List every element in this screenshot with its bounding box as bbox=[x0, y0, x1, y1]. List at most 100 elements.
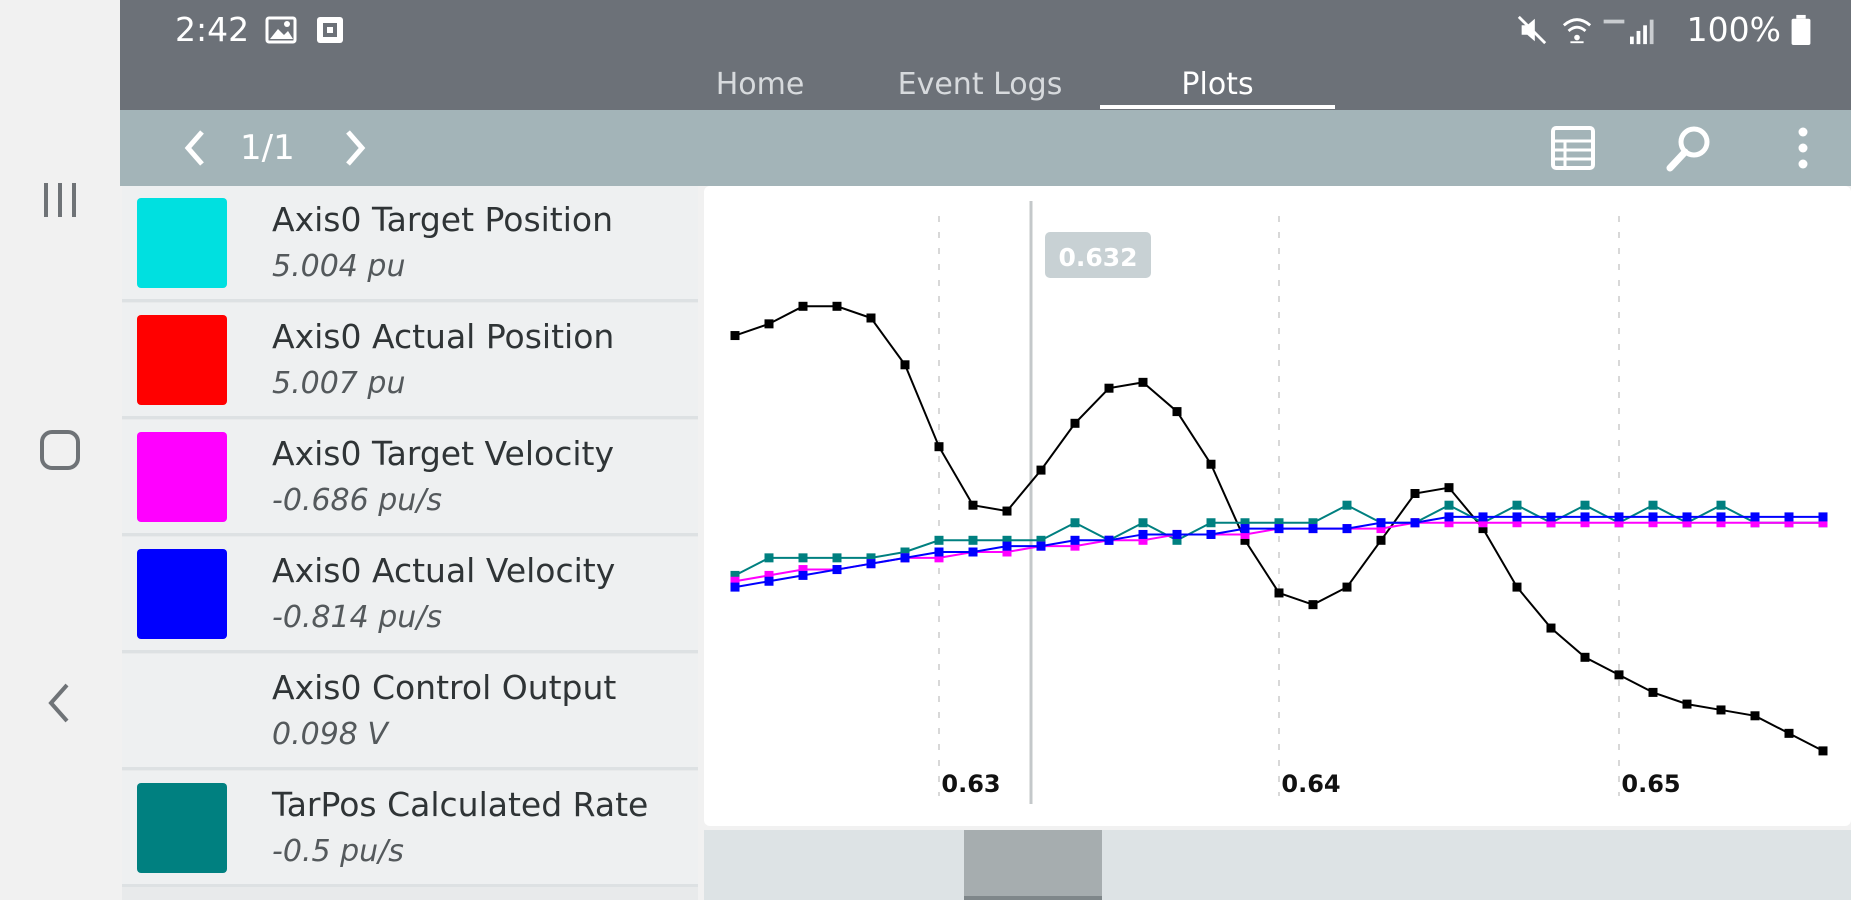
data-point bbox=[934, 547, 944, 557]
legend-color-swatch bbox=[137, 666, 227, 756]
data-point bbox=[1818, 746, 1828, 756]
plot-scrollbar-thumb[interactable] bbox=[964, 830, 1102, 900]
cursor-label-background bbox=[1045, 232, 1151, 278]
data-point bbox=[1580, 512, 1590, 522]
data-point bbox=[1274, 524, 1284, 534]
data-point bbox=[1750, 512, 1760, 522]
chevron-left-icon bbox=[184, 130, 204, 166]
legend-item-tarpos-calculated-rate[interactable]: TarPos Calculated Rate -0.5 pu/s bbox=[122, 771, 698, 887]
recent-apps-icon bbox=[44, 183, 76, 217]
data-point bbox=[764, 576, 774, 586]
plot-area[interactable]: 0.632 0.63 0.64 0.65 bbox=[704, 186, 1851, 826]
home-button[interactable] bbox=[25, 415, 95, 485]
legend-item-axis0-actual-position[interactable]: Axis0 Actual Position 5.007 pu bbox=[122, 303, 698, 419]
data-point bbox=[1138, 518, 1148, 528]
legend-color-swatch bbox=[137, 198, 227, 288]
gallery-notification-icon bbox=[265, 16, 297, 44]
legend-item-name: TarPos Calculated Rate bbox=[272, 785, 649, 824]
data-point bbox=[1308, 600, 1318, 610]
data-point bbox=[1206, 529, 1216, 539]
legend-item-axis0-target-position[interactable]: Axis0 Target Position 5.004 pu bbox=[122, 186, 698, 302]
previous-page-button[interactable] bbox=[170, 123, 220, 173]
back-button[interactable] bbox=[25, 668, 95, 738]
cursor-label: 0.632 bbox=[1045, 232, 1151, 278]
data-point bbox=[1070, 518, 1080, 528]
data-point bbox=[1274, 518, 1284, 528]
legend-color-swatch bbox=[137, 432, 227, 522]
data-point bbox=[1784, 728, 1794, 738]
data-point bbox=[1376, 518, 1386, 528]
data-point bbox=[798, 565, 808, 575]
more-options-button[interactable] bbox=[1783, 120, 1823, 176]
data-point bbox=[1342, 524, 1352, 534]
legend-item-value: -0.814 pu/s bbox=[272, 600, 443, 635]
page-indicator: 1/1 bbox=[240, 128, 295, 168]
data-point bbox=[764, 553, 774, 563]
data-point bbox=[1512, 512, 1522, 522]
data-point bbox=[1138, 529, 1148, 539]
data-point bbox=[934, 442, 944, 452]
data-point bbox=[764, 319, 774, 329]
data-point bbox=[1614, 518, 1624, 528]
recent-apps-button[interactable] bbox=[25, 165, 95, 235]
battery-percent: 100% bbox=[1686, 10, 1781, 49]
data-point bbox=[1784, 518, 1794, 528]
data-point bbox=[1376, 535, 1386, 545]
data-point bbox=[1342, 582, 1352, 592]
data-point bbox=[798, 553, 808, 563]
data-point bbox=[1716, 518, 1726, 528]
legend-item-value: 5.004 pu bbox=[272, 249, 406, 284]
data-point bbox=[1240, 524, 1250, 534]
status-bar: 2:42 100% bbox=[120, 0, 1851, 60]
legend-item-value: -0.686 pu/s bbox=[272, 483, 443, 518]
data-point bbox=[1682, 699, 1692, 709]
data-point bbox=[1546, 518, 1556, 528]
tab-home[interactable]: Home bbox=[715, 67, 805, 102]
data-point bbox=[832, 565, 842, 575]
table-view-button[interactable] bbox=[1545, 120, 1601, 176]
legend-item-axis0-actual-velocity[interactable]: Axis0 Actual Velocity -0.814 pu/s bbox=[122, 537, 698, 653]
data-point bbox=[1750, 711, 1760, 721]
data-point bbox=[1002, 535, 1012, 545]
data-point bbox=[1070, 541, 1080, 551]
data-point bbox=[1138, 377, 1148, 387]
data-point bbox=[1036, 465, 1046, 475]
data-point bbox=[832, 553, 842, 563]
data-point bbox=[968, 547, 978, 557]
wifi-icon bbox=[1562, 18, 1592, 44]
legend-list: Axis0 Target Position 5.004 pu Axis0 Act… bbox=[122, 186, 698, 900]
tab-plots[interactable]: Plots bbox=[1181, 67, 1254, 102]
data-point bbox=[1512, 518, 1522, 528]
data-point bbox=[1444, 518, 1454, 528]
data-point bbox=[1240, 535, 1250, 545]
data-point bbox=[1070, 418, 1080, 428]
legend-item-axis0-control-output[interactable]: Axis0 Control Output 0.098 V bbox=[122, 654, 698, 770]
legend-item-name: Axis0 Control Output bbox=[272, 668, 617, 707]
tab-event-logs[interactable]: Event Logs bbox=[897, 67, 1063, 102]
data-point bbox=[1206, 518, 1216, 528]
data-point bbox=[1478, 518, 1488, 528]
data-point bbox=[968, 500, 978, 510]
legend-item-value: 0.098 V bbox=[272, 717, 388, 752]
zoom-icon bbox=[1666, 126, 1710, 172]
data-point bbox=[1716, 705, 1726, 715]
data-point bbox=[1104, 383, 1114, 393]
data-point bbox=[1410, 518, 1420, 528]
data-point bbox=[1036, 535, 1046, 545]
data-point bbox=[1512, 500, 1522, 510]
x-tick-label: 0.63 bbox=[941, 770, 1000, 798]
zoom-button[interactable] bbox=[1660, 118, 1720, 178]
data-point bbox=[1036, 541, 1046, 551]
data-point bbox=[900, 360, 910, 370]
plot-scrollbar[interactable] bbox=[704, 830, 1851, 900]
plot-toolbar: 1/1 bbox=[120, 110, 1851, 186]
data-point bbox=[1138, 535, 1148, 545]
next-page-button[interactable] bbox=[330, 123, 380, 173]
plot-chart[interactable]: 0.632 0.63 0.64 0.65 bbox=[704, 186, 1851, 826]
data-point bbox=[1002, 506, 1012, 516]
data-point bbox=[866, 553, 876, 563]
legend-item-axis0-target-velocity[interactable]: Axis0 Target Velocity -0.686 pu/s bbox=[122, 420, 698, 536]
data-point bbox=[832, 301, 842, 311]
data-point bbox=[1784, 512, 1794, 522]
data-point bbox=[798, 301, 808, 311]
